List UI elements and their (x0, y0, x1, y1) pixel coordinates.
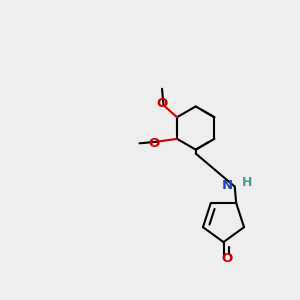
Text: N: N (222, 179, 233, 192)
Text: H: H (242, 176, 253, 189)
Text: O: O (222, 252, 233, 265)
Text: O: O (156, 97, 168, 110)
Text: O: O (149, 137, 160, 150)
